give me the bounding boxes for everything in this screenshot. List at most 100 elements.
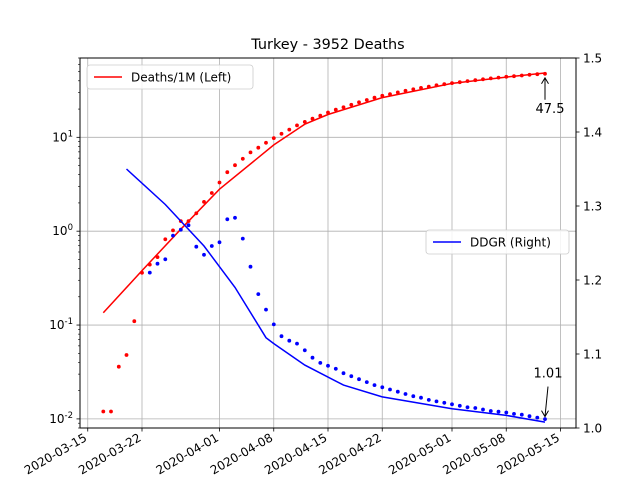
series-point [395, 389, 400, 394]
series-point [116, 364, 121, 369]
series-point [217, 240, 222, 245]
series-point [279, 131, 284, 136]
series-point [295, 123, 299, 128]
legend-label: DDGR (Right) [470, 236, 551, 250]
series-point [419, 395, 423, 400]
series-point [302, 348, 307, 353]
series-point [442, 400, 447, 405]
series-point [178, 227, 183, 232]
series-point [202, 252, 206, 257]
series-point [302, 120, 307, 124]
series-point [295, 341, 299, 346]
y-right-tick-label: 1.4 [583, 126, 602, 140]
series-point [209, 244, 214, 248]
series-point [326, 363, 330, 368]
series-point [372, 383, 377, 387]
series-point [109, 409, 113, 414]
annotation-arrowhead [541, 410, 549, 418]
legend-box [425, 229, 570, 255]
series-point [465, 405, 470, 410]
y-left-tick-label: 101 [52, 129, 73, 144]
series-point [372, 95, 377, 100]
series-line [102, 72, 546, 314]
series-point [194, 244, 199, 249]
series-point [403, 88, 408, 93]
series-point [388, 92, 392, 96]
series-point [310, 355, 315, 360]
series-point [264, 307, 268, 312]
series-point [488, 409, 493, 413]
series-point [349, 102, 354, 107]
series-point [163, 257, 168, 262]
series-point [147, 270, 152, 275]
series-point [364, 98, 369, 102]
series-point [287, 127, 292, 132]
series-point [225, 217, 230, 222]
y-right-tick-label: 1.2 [583, 274, 602, 288]
series-point [225, 170, 230, 175]
grid-layer [80, 58, 576, 428]
y-right-tick-label: 1.1 [583, 348, 602, 362]
series-point [411, 394, 416, 399]
series-point [318, 361, 323, 365]
series-point [233, 163, 237, 168]
legend-label: Deaths/1M (Left) [131, 71, 231, 85]
series-point [217, 180, 222, 185]
series-point [380, 385, 385, 390]
y-right-tick-label: 1.3 [583, 200, 602, 214]
series-point [240, 156, 245, 161]
y-left-tick-label: 100 [52, 223, 73, 238]
series-point [341, 105, 346, 110]
series-point [434, 399, 439, 404]
y-right-tick-label: 1.5 [583, 52, 602, 66]
chart-title: Turkey - 3952 Deaths [250, 37, 404, 53]
series-point [287, 338, 292, 343]
series-point [395, 90, 400, 95]
series-point [535, 415, 540, 420]
series-point [248, 150, 253, 155]
series-point [512, 412, 516, 416]
series-point [349, 374, 354, 379]
series-point [496, 409, 501, 414]
legend-box [86, 64, 254, 90]
series-point [341, 371, 346, 376]
series-point [202, 200, 206, 204]
series-point [519, 412, 524, 417]
series-point [403, 392, 408, 396]
y-left-tick-label: 10-2 [49, 411, 73, 426]
series-point [240, 236, 245, 241]
series-point [364, 380, 369, 384]
series-point [163, 237, 168, 242]
series-point [209, 191, 214, 195]
series-point [279, 334, 284, 339]
annotation-arrow [544, 386, 549, 417]
series-point [101, 409, 106, 414]
series-point [426, 398, 431, 402]
legend-layer: Deaths/1M (Left) DDGR (Right) [86, 64, 570, 255]
series-point [504, 410, 509, 415]
series-point [411, 87, 416, 92]
series-line [125, 168, 546, 423]
series-point [481, 407, 485, 412]
series-point [473, 406, 478, 410]
series-point [357, 377, 361, 382]
series-point [264, 140, 268, 145]
annotation-label: 1.01 [534, 367, 563, 382]
y-right-tick-label: 1.0 [583, 422, 602, 436]
series-point [527, 414, 532, 419]
series-point [271, 322, 276, 327]
series-point [310, 116, 315, 121]
series-point [233, 215, 237, 220]
series-layer [101, 71, 547, 423]
series-point [155, 261, 160, 266]
series-point [186, 223, 191, 228]
series-point [333, 107, 338, 112]
series-point [171, 228, 175, 233]
series-point [256, 292, 261, 296]
series-point [171, 233, 175, 238]
series-point [124, 353, 129, 357]
series-point [132, 319, 137, 324]
series-point [248, 264, 253, 269]
